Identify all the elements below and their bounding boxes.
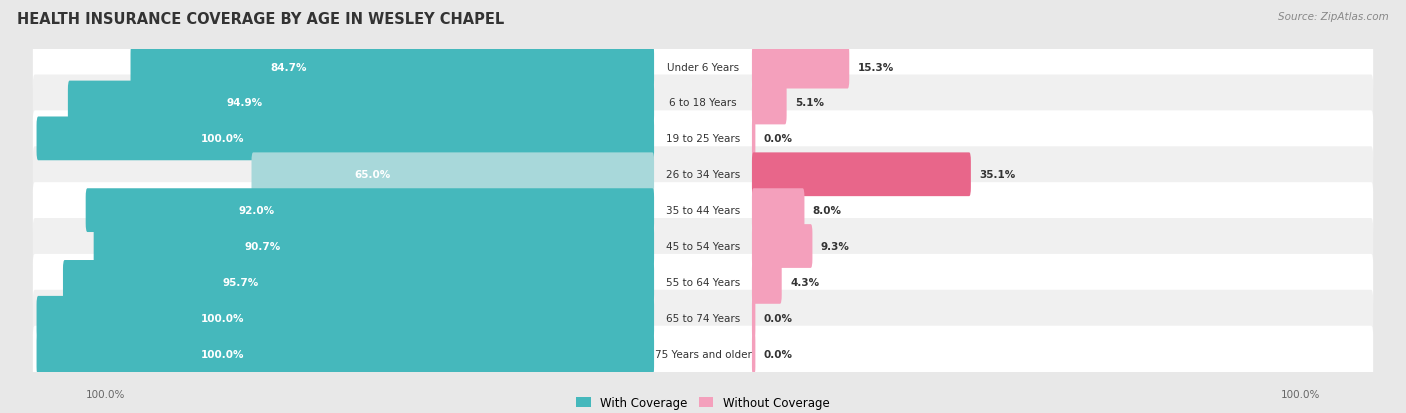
FancyBboxPatch shape	[752, 225, 813, 268]
FancyBboxPatch shape	[37, 332, 654, 376]
FancyBboxPatch shape	[32, 290, 1374, 346]
Text: 100.0%: 100.0%	[86, 389, 125, 399]
FancyBboxPatch shape	[37, 117, 654, 161]
FancyBboxPatch shape	[32, 326, 1374, 382]
FancyBboxPatch shape	[252, 153, 654, 197]
Text: 75 Years and older: 75 Years and older	[655, 349, 751, 359]
Text: Source: ZipAtlas.com: Source: ZipAtlas.com	[1278, 12, 1389, 22]
Text: 90.7%: 90.7%	[245, 242, 281, 252]
FancyBboxPatch shape	[86, 189, 654, 233]
Legend: With Coverage, Without Coverage: With Coverage, Without Coverage	[572, 392, 834, 413]
FancyBboxPatch shape	[752, 296, 755, 340]
Text: 100.0%: 100.0%	[201, 313, 245, 323]
FancyBboxPatch shape	[752, 81, 786, 125]
FancyBboxPatch shape	[752, 117, 755, 161]
FancyBboxPatch shape	[94, 225, 654, 268]
Text: 35 to 44 Years: 35 to 44 Years	[666, 206, 740, 216]
Text: 55 to 64 Years: 55 to 64 Years	[666, 277, 740, 287]
FancyBboxPatch shape	[32, 75, 1374, 131]
Text: 6 to 18 Years: 6 to 18 Years	[669, 98, 737, 108]
Text: 65 to 74 Years: 65 to 74 Years	[666, 313, 740, 323]
FancyBboxPatch shape	[67, 81, 654, 125]
Text: Under 6 Years: Under 6 Years	[666, 62, 740, 72]
Text: 94.9%: 94.9%	[226, 98, 263, 108]
Text: 9.3%: 9.3%	[821, 242, 849, 252]
Text: 100.0%: 100.0%	[201, 134, 245, 144]
Text: 65.0%: 65.0%	[354, 170, 391, 180]
Text: 0.0%: 0.0%	[763, 349, 793, 359]
Text: 5.1%: 5.1%	[794, 98, 824, 108]
Text: 26 to 34 Years: 26 to 34 Years	[666, 170, 740, 180]
Text: 100.0%: 100.0%	[1281, 389, 1320, 399]
Text: 35.1%: 35.1%	[980, 170, 1015, 180]
FancyBboxPatch shape	[63, 260, 654, 304]
FancyBboxPatch shape	[32, 147, 1374, 203]
FancyBboxPatch shape	[752, 260, 782, 304]
FancyBboxPatch shape	[131, 45, 654, 89]
Text: 8.0%: 8.0%	[813, 206, 842, 216]
Text: HEALTH INSURANCE COVERAGE BY AGE IN WESLEY CHAPEL: HEALTH INSURANCE COVERAGE BY AGE IN WESL…	[17, 12, 505, 27]
FancyBboxPatch shape	[32, 111, 1374, 167]
FancyBboxPatch shape	[752, 153, 972, 197]
Text: 92.0%: 92.0%	[239, 206, 276, 216]
Text: 95.7%: 95.7%	[222, 277, 259, 287]
Text: 15.3%: 15.3%	[858, 62, 894, 72]
FancyBboxPatch shape	[752, 332, 755, 376]
Text: 100.0%: 100.0%	[201, 349, 245, 359]
Text: 0.0%: 0.0%	[763, 313, 793, 323]
FancyBboxPatch shape	[32, 183, 1374, 239]
Text: 19 to 25 Years: 19 to 25 Years	[666, 134, 740, 144]
FancyBboxPatch shape	[32, 218, 1374, 274]
Text: 4.3%: 4.3%	[790, 277, 820, 287]
FancyBboxPatch shape	[752, 189, 804, 233]
FancyBboxPatch shape	[32, 254, 1374, 310]
Text: 45 to 54 Years: 45 to 54 Years	[666, 242, 740, 252]
FancyBboxPatch shape	[37, 296, 654, 340]
Text: 84.7%: 84.7%	[270, 62, 307, 72]
FancyBboxPatch shape	[752, 45, 849, 89]
Text: 0.0%: 0.0%	[763, 134, 793, 144]
FancyBboxPatch shape	[32, 40, 1374, 95]
